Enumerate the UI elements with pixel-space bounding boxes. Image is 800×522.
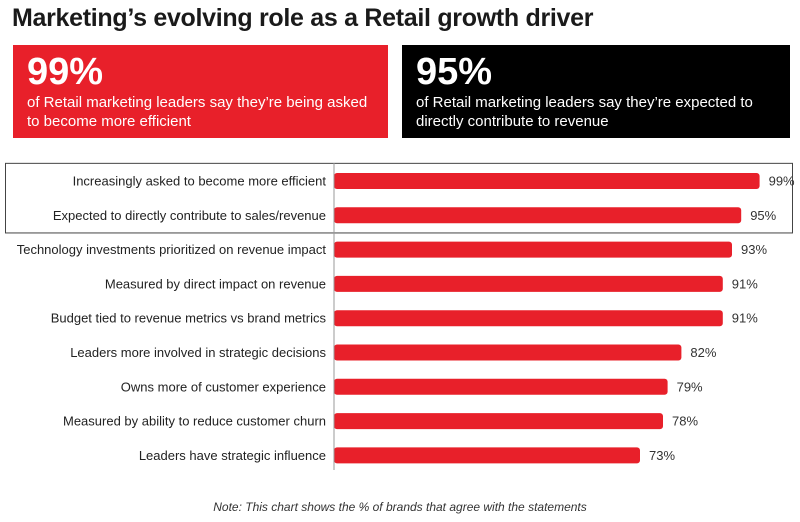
value-label: 73% [649, 448, 675, 463]
value-label: 99% [769, 174, 795, 189]
value-label: 78% [672, 414, 698, 429]
bar [334, 378, 668, 395]
stat-value: 95% [416, 51, 493, 93]
bar [334, 413, 663, 430]
stat-description: of Retail marketing leaders say they’re … [27, 94, 368, 130]
bar [334, 275, 723, 292]
category-label: Owns more of customer experience [121, 379, 326, 394]
category-label: Increasingly asked to become more effici… [73, 174, 327, 189]
value-label: 93% [741, 242, 767, 257]
value-label: 95% [750, 208, 776, 223]
category-label: Leaders more involved in strategic decis… [70, 345, 326, 360]
stat-description: of Retail marketing leaders say they’re … [416, 94, 753, 130]
category-label: Measured by ability to reduce customer c… [63, 414, 326, 429]
category-label: Expected to directly contribute to sales… [53, 208, 326, 223]
stat-card-efficiency: 99% of Retail marketing leaders say they… [13, 45, 388, 138]
bar [334, 241, 732, 258]
bar [334, 207, 742, 224]
highlight-box [5, 162, 793, 234]
bar [334, 344, 682, 361]
chart-note: Note: This chart shows the % of brands t… [213, 500, 587, 514]
category-label: Measured by direct impact on revenue [105, 276, 326, 291]
value-label: 91% [732, 311, 758, 326]
category-label: Leaders have strategic influence [139, 448, 326, 463]
stat-value: 99% [27, 51, 104, 93]
bar [334, 447, 640, 464]
stat-card-revenue: 95% of Retail marketing leaders say they… [402, 45, 790, 138]
value-label: 79% [677, 379, 703, 394]
category-label: Budget tied to revenue metrics vs brand … [51, 311, 327, 326]
page-title: Marketing’s evolving role as a Retail gr… [12, 4, 594, 32]
bar [334, 310, 723, 327]
value-label: 91% [732, 276, 758, 291]
category-label: Technology investments prioritized on re… [17, 242, 327, 257]
value-label: 82% [690, 345, 716, 360]
bar [334, 173, 760, 189]
